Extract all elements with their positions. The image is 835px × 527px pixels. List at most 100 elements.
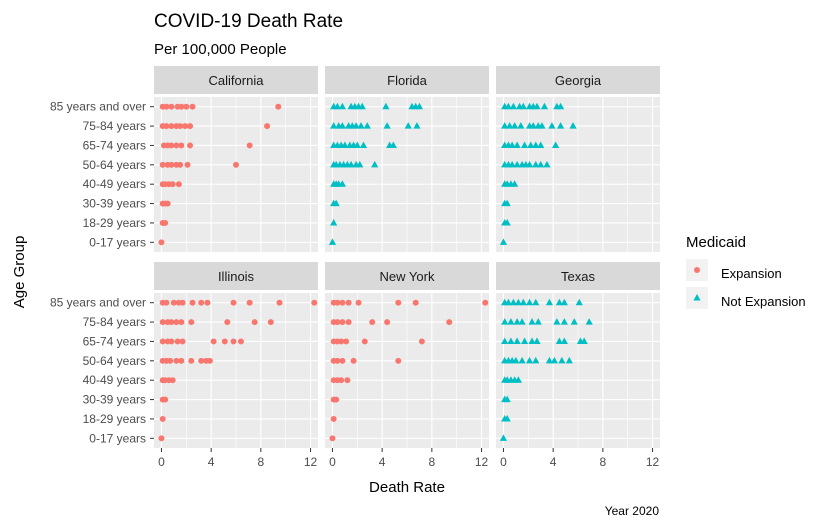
data-point <box>499 238 508 245</box>
data-point <box>412 299 419 306</box>
data-point <box>528 337 536 344</box>
data-point <box>504 102 513 110</box>
data-point <box>275 103 282 110</box>
x-axis-ticks: 0 4 8 12 0 4 8 12 0 4 8 12 <box>158 448 660 469</box>
data-point <box>328 238 337 245</box>
data-point <box>529 122 537 129</box>
data-point <box>560 318 568 325</box>
data-point <box>553 318 561 325</box>
data-point <box>276 299 283 306</box>
x-tick-label: 12 <box>646 455 660 469</box>
data-point <box>177 123 184 130</box>
data-point <box>168 338 175 345</box>
x-tick-label: 0 <box>500 455 507 469</box>
data-point <box>525 298 534 306</box>
data-point <box>347 160 355 168</box>
y-tick-label: 65-74 years <box>83 138 146 152</box>
data-point <box>178 142 185 149</box>
data-point <box>525 160 534 168</box>
data-point <box>179 299 186 306</box>
data-point <box>334 299 341 306</box>
data-point <box>187 142 194 149</box>
data-point <box>167 357 174 364</box>
y-tick-label: 40-49 years <box>83 373 146 387</box>
data-point <box>513 160 521 168</box>
facet-strip-florida <box>325 66 489 94</box>
data-point <box>575 298 583 306</box>
data-point <box>511 180 519 187</box>
data-point <box>514 298 522 306</box>
x-tick-label: 4 <box>208 455 215 469</box>
data-point <box>341 141 349 148</box>
data-point <box>384 319 391 326</box>
data-point <box>550 356 558 364</box>
data-point <box>170 299 177 306</box>
data-point <box>355 299 362 306</box>
data-point <box>230 338 237 345</box>
data-point <box>168 123 175 130</box>
data-point <box>210 338 217 345</box>
data-point <box>482 299 489 306</box>
data-point <box>533 337 541 344</box>
legend-key-not-expansion <box>693 294 701 301</box>
facet-label-new-york: New York <box>380 269 435 284</box>
data-point <box>557 102 565 110</box>
data-point <box>251 319 258 326</box>
data-point <box>350 357 357 364</box>
data-point <box>338 122 346 129</box>
y-tick-label: 30-39 years <box>83 197 146 211</box>
data-point <box>532 141 540 148</box>
legend-label-expansion: Expansion <box>721 266 782 281</box>
data-point <box>512 356 520 364</box>
data-point <box>511 122 519 129</box>
data-point <box>545 298 554 306</box>
data-point <box>233 161 239 168</box>
y-tick-label: 0-17 years <box>89 235 146 249</box>
data-point <box>338 338 345 345</box>
data-point <box>339 357 346 364</box>
data-point <box>509 102 517 110</box>
data-point <box>513 318 521 325</box>
data-point <box>555 337 563 344</box>
legend-label-not-expansion: Not Expansion <box>721 294 806 309</box>
data-point <box>507 318 515 325</box>
y-tick-label: 30-39 years <box>83 393 146 407</box>
data-point <box>267 319 274 326</box>
x-tick-label: 0 <box>329 455 336 469</box>
data-point <box>514 376 522 383</box>
data-point <box>158 435 165 442</box>
data-point <box>558 356 566 364</box>
data-point <box>359 141 368 148</box>
data-point <box>499 434 508 441</box>
data-point <box>175 181 182 188</box>
data-point <box>178 357 185 364</box>
data-point <box>334 357 341 364</box>
data-point <box>363 122 371 129</box>
facet-florida: Florida <box>325 66 489 252</box>
legend-title: Medicaid <box>686 234 746 251</box>
data-point <box>527 141 535 148</box>
data-point <box>517 122 525 129</box>
data-point <box>159 338 166 345</box>
data-point <box>532 298 540 306</box>
data-point <box>224 319 231 326</box>
data-point <box>332 199 340 207</box>
data-point <box>503 414 511 422</box>
data-point <box>557 122 565 129</box>
x-tick-label: 8 <box>600 455 607 469</box>
y-tick-label: 75-84 years <box>83 119 146 133</box>
data-point <box>159 161 166 168</box>
data-point <box>352 122 360 129</box>
data-point <box>580 337 588 344</box>
data-point <box>520 337 529 344</box>
data-point <box>168 142 175 149</box>
y-tick-label: 50-64 years <box>83 354 146 368</box>
facet-label-florida: Florida <box>387 73 428 88</box>
data-point <box>159 415 166 422</box>
y-tick-label: 50-64 years <box>83 158 146 172</box>
data-point <box>174 338 181 345</box>
data-point <box>506 122 514 129</box>
facet-strip-georgia <box>496 66 660 94</box>
data-point <box>509 298 517 306</box>
data-point <box>395 357 402 364</box>
